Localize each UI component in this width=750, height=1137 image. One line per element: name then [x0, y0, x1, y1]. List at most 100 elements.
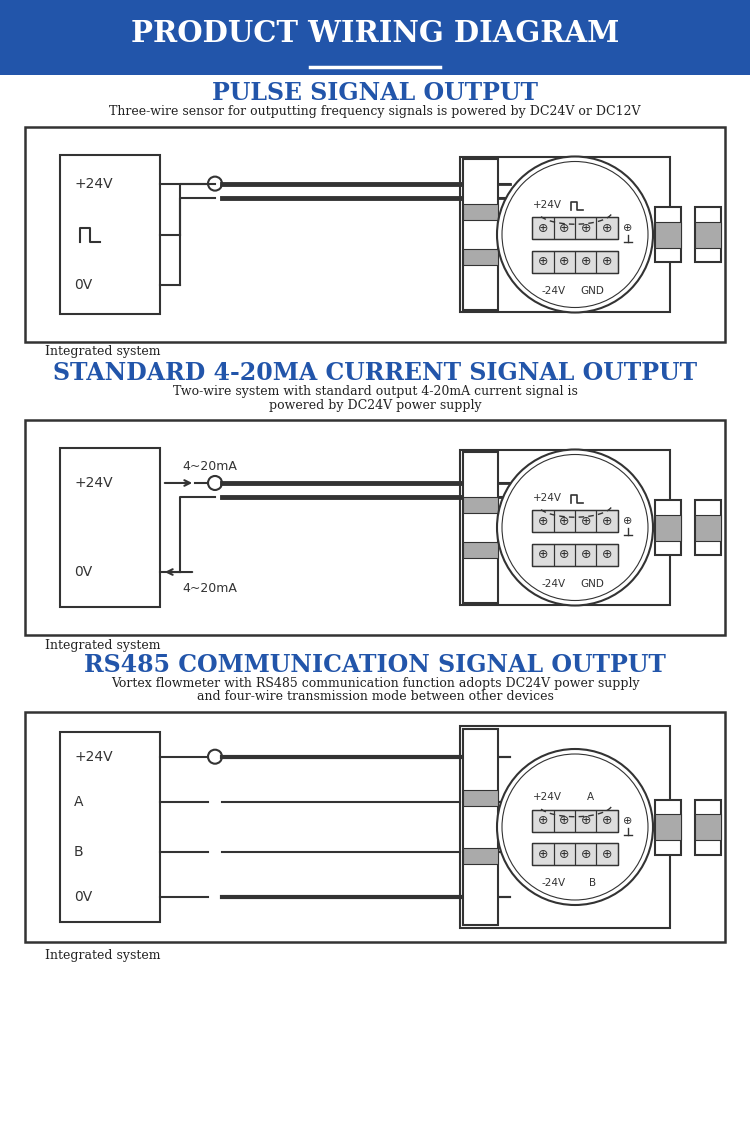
Text: ⊕: ⊕	[538, 222, 548, 234]
Text: ⊕: ⊕	[559, 515, 569, 528]
Bar	[575, 810, 596, 831]
Bar	[463, 249, 497, 265]
Text: ⊕: ⊕	[602, 548, 613, 562]
Text: RS485 COMMUNICATION SIGNAL OUTPUT: RS485 COMMUNICATION SIGNAL OUTPUT	[84, 653, 666, 677]
Bar	[532, 217, 618, 239]
Bar	[655, 814, 681, 840]
Bar	[655, 222, 681, 248]
Bar	[532, 251, 618, 273]
Text: +24V: +24V	[533, 792, 562, 803]
Text: 0V: 0V	[74, 279, 92, 292]
Circle shape	[497, 749, 653, 905]
Text: ⊕: ⊕	[623, 223, 632, 233]
Bar	[695, 207, 721, 262]
Text: ⊕: ⊕	[538, 548, 548, 562]
Bar	[575, 511, 596, 532]
Bar	[463, 542, 497, 558]
Bar	[554, 511, 575, 532]
Bar	[655, 500, 681, 555]
Bar	[596, 844, 618, 865]
Bar	[25, 712, 725, 941]
Circle shape	[497, 157, 653, 313]
Text: B: B	[589, 878, 596, 888]
Bar	[695, 222, 721, 248]
Bar	[575, 543, 596, 566]
Bar	[25, 127, 725, 342]
Text: ⊕: ⊕	[580, 256, 591, 268]
Bar	[532, 543, 554, 566]
Bar	[463, 453, 497, 603]
Text: 4~20mA: 4~20mA	[182, 460, 238, 473]
Bar	[532, 810, 554, 831]
Bar	[463, 497, 497, 513]
Bar	[554, 844, 575, 865]
Bar	[596, 251, 618, 273]
Bar	[463, 729, 497, 924]
Bar	[532, 543, 618, 566]
Text: 0V: 0V	[74, 565, 92, 579]
Text: Integrated system: Integrated system	[45, 948, 160, 962]
Bar	[532, 810, 618, 831]
Bar	[532, 251, 554, 273]
Bar	[655, 799, 681, 855]
Text: PULSE SIGNAL OUTPUT: PULSE SIGNAL OUTPUT	[212, 81, 538, 105]
Bar	[460, 157, 670, 312]
Text: ⊕: ⊕	[559, 548, 569, 562]
Text: STANDARD 4-20MA CURRENT SIGNAL OUTPUT: STANDARD 4-20MA CURRENT SIGNAL OUTPUT	[53, 362, 697, 385]
Text: B: B	[74, 845, 84, 858]
Bar	[532, 217, 554, 239]
Text: +24V: +24V	[74, 749, 112, 764]
Text: A: A	[587, 792, 594, 803]
Text: ⊕: ⊕	[602, 814, 613, 828]
Bar	[532, 844, 554, 865]
Circle shape	[497, 449, 653, 606]
Bar	[0, 0, 750, 75]
Text: Two-wire system with standard output 4-20mA current signal is: Two-wire system with standard output 4-2…	[172, 385, 578, 398]
Bar	[60, 448, 160, 607]
Bar	[463, 204, 497, 219]
Bar	[60, 155, 160, 314]
Bar	[596, 543, 618, 566]
Bar	[554, 251, 575, 273]
Text: ⊕: ⊕	[538, 515, 548, 528]
Text: ⊕: ⊕	[602, 848, 613, 861]
Text: ⊕: ⊕	[559, 848, 569, 861]
Text: ⊕: ⊕	[538, 256, 548, 268]
Text: ⊕: ⊕	[538, 848, 548, 861]
Bar	[695, 814, 721, 840]
Bar	[596, 217, 618, 239]
Text: ⊕: ⊕	[559, 814, 569, 828]
Text: and four-wire transmission mode between other devices: and four-wire transmission mode between …	[196, 690, 554, 704]
Text: PRODUCT WIRING DIAGRAM: PRODUCT WIRING DIAGRAM	[130, 19, 620, 48]
Text: Vortex flowmeter with RS485 communication function adopts DC24V power supply: Vortex flowmeter with RS485 communicatio…	[111, 677, 639, 689]
Bar	[695, 799, 721, 855]
Bar	[532, 844, 618, 865]
Text: A: A	[74, 795, 83, 810]
Text: -24V: -24V	[541, 878, 566, 888]
Bar	[575, 217, 596, 239]
Text: ⊕: ⊕	[580, 848, 591, 861]
Bar	[554, 810, 575, 831]
Text: ⊕: ⊕	[538, 814, 548, 828]
Text: +24V: +24V	[74, 176, 112, 191]
Text: Three-wire sensor for outputting frequency signals is powered by DC24V or DC12V: Three-wire sensor for outputting frequen…	[110, 106, 640, 118]
Text: ⊕: ⊕	[602, 222, 613, 234]
Text: +24V: +24V	[533, 492, 562, 503]
Text: ⊕: ⊕	[559, 256, 569, 268]
Bar	[554, 543, 575, 566]
Bar	[575, 251, 596, 273]
Text: ⊕: ⊕	[602, 515, 613, 528]
Bar	[695, 500, 721, 555]
Bar	[532, 511, 618, 532]
Text: GND: GND	[580, 285, 604, 296]
Bar	[60, 732, 160, 922]
Text: 0V: 0V	[74, 890, 92, 904]
Text: ⊕: ⊕	[580, 814, 591, 828]
Bar	[596, 810, 618, 831]
Bar	[532, 511, 554, 532]
Text: ⊕: ⊕	[559, 222, 569, 234]
Text: powered by DC24V power supply: powered by DC24V power supply	[268, 399, 482, 413]
Bar	[596, 511, 618, 532]
Bar	[463, 159, 497, 309]
Bar	[695, 515, 721, 540]
